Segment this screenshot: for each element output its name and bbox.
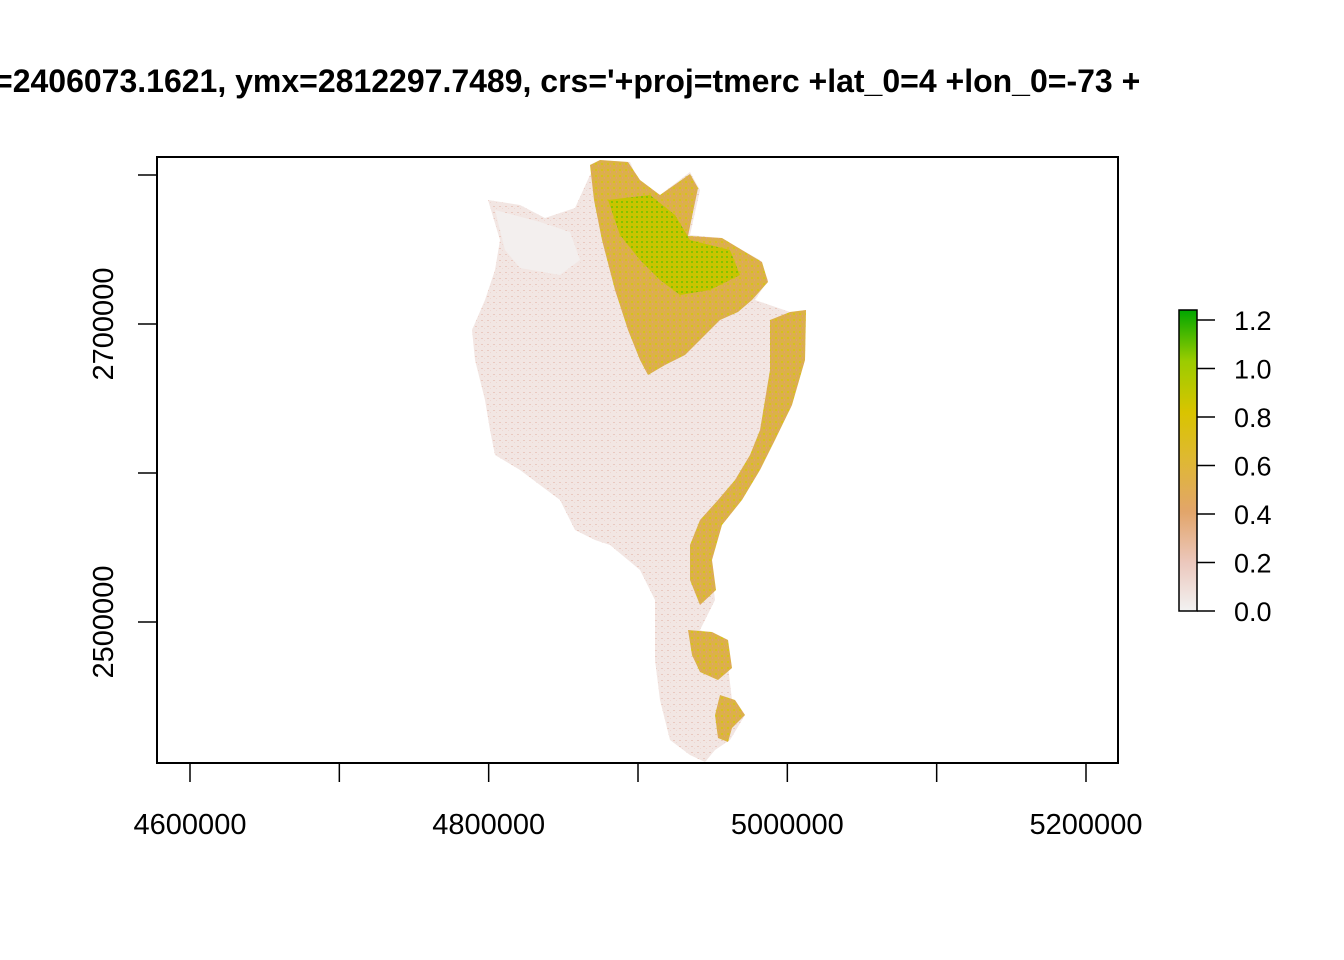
legend-label: 0.8	[1234, 403, 1272, 433]
legend-label: 0.4	[1234, 500, 1272, 530]
legend-colorbar	[1178, 309, 1198, 612]
raster-light-patch	[495, 210, 580, 275]
color-legend: 0.0 0.2 0.4 0.6 0.8 1.0 1.2	[1178, 306, 1272, 627]
y-tick-label: 2700000	[88, 268, 120, 381]
legend-label: 1.2	[1234, 306, 1272, 336]
raster-high-east	[690, 310, 806, 605]
x-tick-label: 5200000	[1030, 809, 1143, 841]
legend-label: 1.0	[1234, 355, 1272, 385]
legend-label: 0.6	[1234, 452, 1272, 482]
x-tick-label: 4600000	[134, 809, 247, 841]
legend-label: 0.2	[1234, 549, 1272, 579]
legend-label: 0.0	[1234, 597, 1272, 627]
raster-high-south2	[715, 695, 745, 742]
y-tick-label: 2500000	[88, 566, 120, 679]
raster-green-north	[608, 195, 740, 295]
x-axis: 4600000 4800000 5000000 5200000	[134, 762, 1143, 841]
y-axis: 2500000 2700000	[88, 174, 158, 679]
x-tick-label: 5000000	[731, 809, 844, 841]
map-title: =2406073.1621, ymx=2812297.7489, crs='+p…	[0, 63, 1140, 99]
raster-high-south1	[688, 630, 732, 680]
x-tick-label: 4800000	[432, 809, 545, 841]
